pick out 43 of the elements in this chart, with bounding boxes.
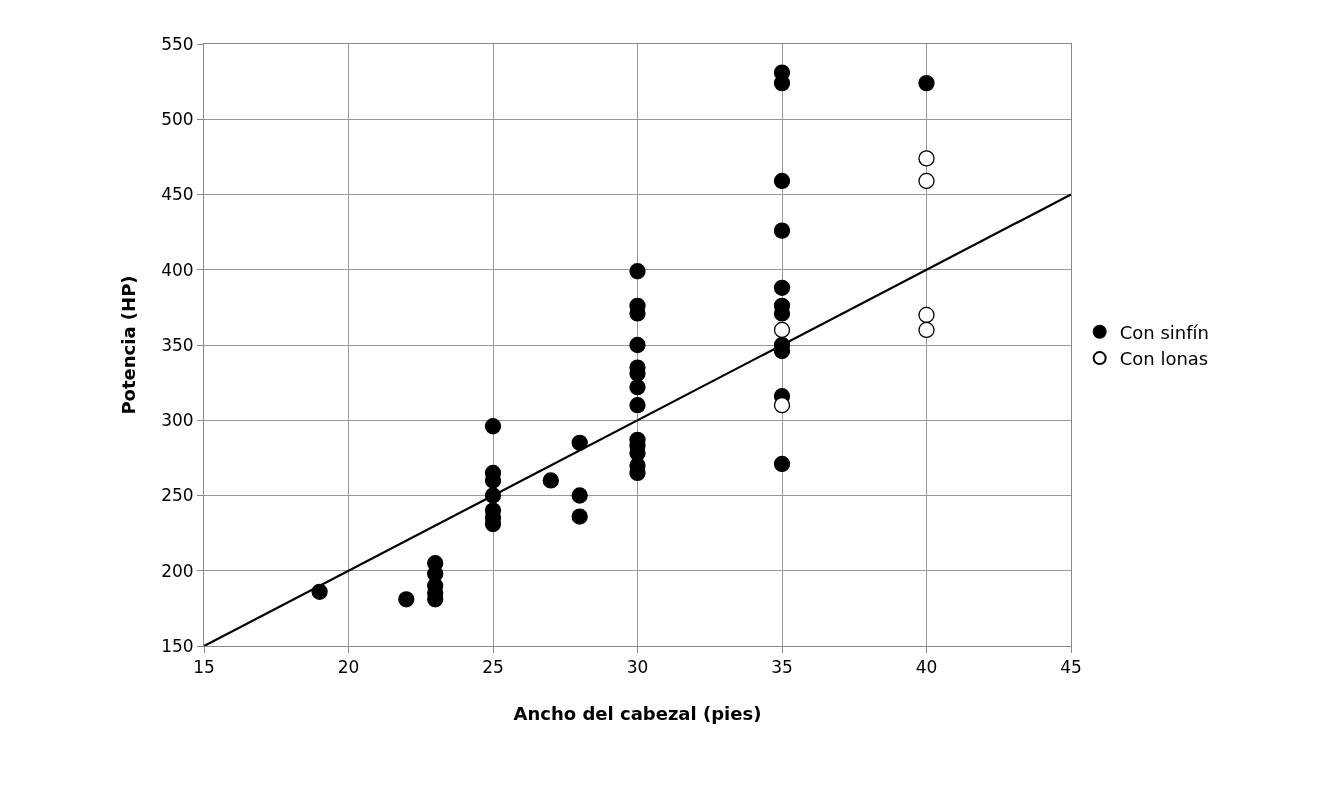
point [918,150,935,167]
point [773,397,791,414]
point [773,321,791,339]
x-axis-title: Ancho del cabezal (pies) [513,702,762,724]
legend-label: Con sinfín [1119,321,1209,343]
y-axis-title: Potencia (HP) [118,275,140,415]
point [918,172,935,190]
point [629,263,646,280]
y-tick-label: 300 [161,410,194,431]
x-tick-label: 45 [1060,657,1082,678]
point [918,74,935,92]
y-tick-label: 250 [161,485,194,506]
point [571,487,588,504]
y-tick-label: 150 [161,635,194,656]
point [571,508,588,525]
point [773,455,791,473]
point [311,583,328,600]
point [484,487,502,504]
point [773,222,791,239]
point [629,336,646,354]
y-tick-label: 450 [161,184,194,205]
y-tick-label: 550 [161,33,194,54]
x-tick-label: 15 [193,657,215,678]
x-tick-label: 20 [337,657,360,678]
point [918,321,935,339]
y-tick-label: 200 [161,560,194,581]
point [629,397,646,414]
point [571,434,588,451]
point [918,306,935,324]
point [629,378,646,396]
point [542,472,559,489]
x-tick-label: 30 [626,657,649,678]
point [773,172,791,190]
y-tick-label: 350 [161,334,194,355]
point [773,279,791,296]
y-tick-label: 500 [161,109,194,130]
point [398,591,415,608]
point [484,418,502,435]
x-tick-label: 40 [915,657,938,678]
x-tick-label: 35 [771,657,793,678]
y-tick-label: 400 [161,259,194,280]
x-tick-label: 25 [482,657,504,678]
legend-label: Con lonas [1119,348,1209,370]
